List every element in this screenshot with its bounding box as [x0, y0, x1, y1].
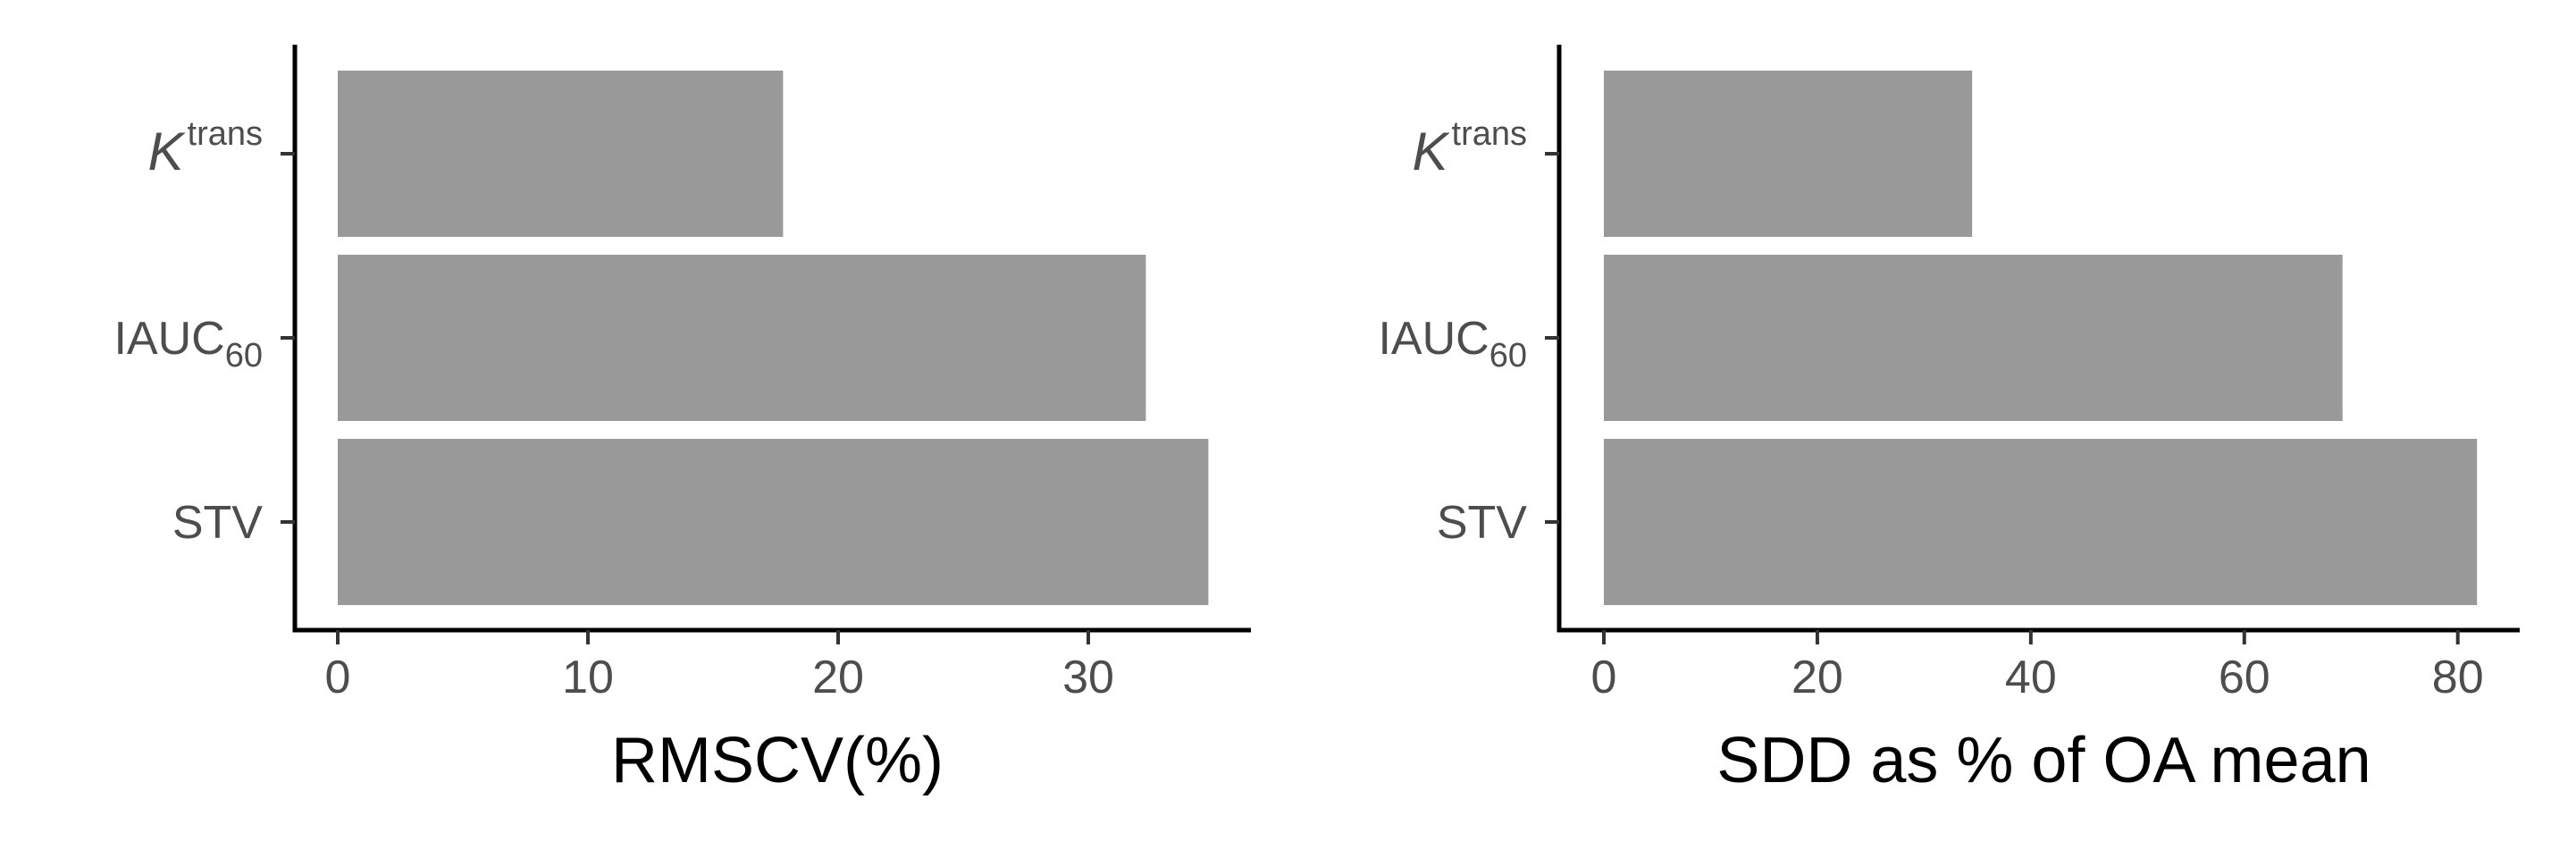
y-tick-label: STV [1437, 497, 1527, 549]
x-tick-label: 10 [562, 652, 614, 703]
x-tick-label: 20 [1791, 652, 1843, 703]
x-axis-title: RMSCV(%) [611, 725, 944, 796]
bar-1-1 [338, 71, 784, 237]
x-tick-label: 30 [1062, 652, 1114, 703]
bar-1-2 [338, 255, 1146, 421]
bar-2-1 [1604, 71, 1973, 237]
x-tick-label: 40 [2005, 652, 2057, 703]
x-tick-label: 60 [2219, 652, 2270, 703]
x-tick-label: 20 [812, 652, 864, 703]
x-tick-label: 80 [2432, 652, 2484, 703]
bar-2-3 [1604, 439, 2478, 605]
y-tick-label: STV [172, 497, 263, 549]
x-tick-label: 0 [325, 652, 351, 703]
y-tick-label: IAUC60 [113, 313, 263, 375]
y-tick-label: IAUC60 [1378, 313, 1527, 375]
x-tick-label: 0 [1591, 652, 1617, 703]
bar-1-3 [338, 439, 1209, 605]
x-axis-title: SDD as % of OA mean [1716, 725, 2370, 796]
bar-2-2 [1604, 255, 2343, 421]
